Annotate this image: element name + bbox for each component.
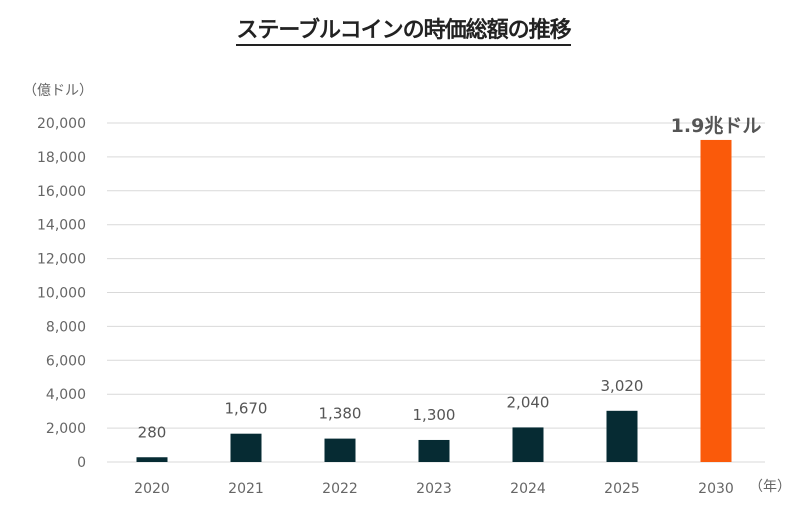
y-tick-label: 16,000 (37, 184, 86, 200)
y-tick-label: 6,000 (46, 353, 86, 369)
y-tick-label: 8,000 (46, 319, 86, 335)
chart-title: ステーブルコインの時価総額の推移 (0, 12, 807, 46)
data-label: 280 (138, 423, 167, 441)
bar-2021 (230, 433, 262, 462)
bar-2020 (136, 457, 168, 462)
bar-2030 (700, 139, 732, 462)
x-tick-label: 2020 (134, 481, 170, 497)
y-tick-label: 4,000 (46, 387, 86, 403)
bar-2025 (606, 410, 638, 462)
y-tick-label: 18,000 (37, 150, 86, 166)
y-tick-label: 14,000 (37, 218, 86, 234)
x-tick-label: 2023 (416, 481, 452, 497)
data-label: 2,040 (507, 393, 550, 411)
x-tick-label: 2021 (228, 481, 264, 497)
y-tick-label: 0 (77, 455, 86, 471)
data-label: 1,380 (319, 405, 362, 423)
y-tick-label: 20,000 (37, 116, 86, 132)
data-label: 1,300 (413, 406, 456, 424)
x-tick-label: 2030 (698, 481, 734, 497)
y-tick-label: 12,000 (37, 252, 86, 268)
bar-2024 (512, 427, 544, 462)
bar-2023 (418, 439, 450, 462)
bar-2022 (324, 438, 356, 462)
y-axis-unit-label: （億ドル） (23, 83, 93, 99)
y-tick-label: 2,000 (46, 421, 86, 437)
data-label: 1,670 (225, 400, 268, 418)
x-axis-unit-label: （年） (749, 479, 791, 495)
data-label: 3,020 (601, 377, 644, 395)
y-tick-label: 10,000 (37, 286, 86, 302)
x-tick-label: 2025 (604, 481, 640, 497)
x-tick-label: 2022 (322, 481, 358, 497)
x-tick-label: 2024 (510, 481, 546, 497)
data-label: 1.9兆ドル (671, 115, 762, 137)
